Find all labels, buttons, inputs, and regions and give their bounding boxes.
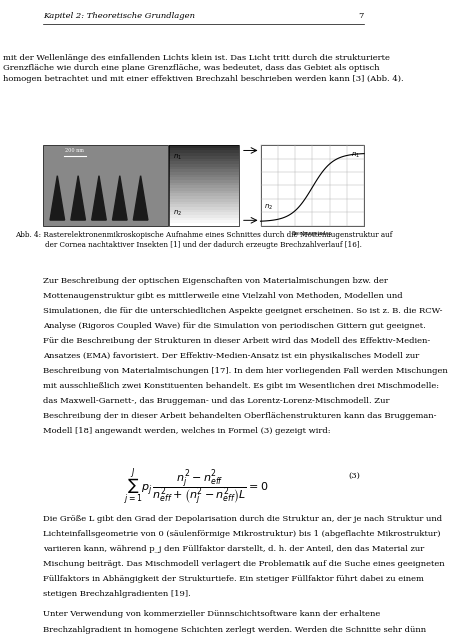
Bar (169, 152, 239, 156)
Bar (169, 169, 239, 172)
Bar (169, 177, 239, 180)
Polygon shape (133, 176, 148, 220)
Bar (169, 147, 239, 150)
Text: mit ausschließlich zwei Konstituenten behandelt. Es gibt im Wesentlichen drei Mi: mit ausschließlich zwei Konstituenten be… (43, 382, 439, 390)
Polygon shape (112, 176, 127, 220)
Text: Füllfaktors in Abhängigkeit der Strukturtiefe. Ein stetiger Füllfaktor führt dab: Füllfaktors in Abhängigkeit der Struktur… (43, 575, 424, 583)
Text: 7: 7 (359, 12, 364, 20)
Text: Simulationen, die für die unterschiedlichen Aspekte geeignet erscheinen. So ist : Simulationen, die für die unterschiedlic… (43, 307, 442, 315)
Bar (169, 204, 239, 207)
Polygon shape (92, 176, 106, 220)
Text: Abb. 4: Rasterelektronenmikroskopische Aufnahme eines Schnittes durch die Motten: Abb. 4: Rasterelektronenmikroskopische A… (14, 231, 392, 249)
Bar (169, 163, 239, 166)
Text: Kapitel 2: Theoretische Grundlagen: Kapitel 2: Theoretische Grundlagen (43, 12, 195, 20)
Bar (169, 193, 239, 196)
Bar (169, 150, 239, 153)
Text: Lichteinfallsgeometrie von 0 (säulenförmige Mikrostruktur) bis 1 (abgeflachte Mi: Lichteinfallsgeometrie von 0 (säulenförm… (43, 530, 440, 538)
Text: $n_2$: $n_2$ (264, 203, 273, 212)
Text: Unter Verwendung von kommerzieller Dünnschichtsoftware kann der erhaltene: Unter Verwendung von kommerzieller Dünns… (43, 611, 380, 618)
Bar (169, 196, 239, 199)
Bar (169, 212, 239, 215)
Bar (169, 179, 239, 182)
FancyBboxPatch shape (43, 145, 168, 226)
Text: Ansatzes (EMA) favorisiert. Der Effektiv-Medien-Ansatz ist ein physikalisches Mo: Ansatzes (EMA) favorisiert. Der Effektiv… (43, 352, 419, 360)
Text: Modell [18] angewandt werden, welches in Formel (3) gezeigt wird:: Modell [18] angewandt werden, welches in… (43, 428, 330, 435)
Bar (169, 214, 239, 218)
Bar (169, 220, 239, 223)
Bar (169, 156, 239, 159)
Text: stetigen Brechzahlgradienten [19].: stetigen Brechzahlgradienten [19]. (43, 590, 191, 598)
Bar (169, 223, 239, 226)
Bar (169, 185, 239, 188)
Bar (169, 209, 239, 212)
Text: das Maxwell-Garnett-, das Bruggeman- und das Lorentz-Lorenz-Mischmodell. Zur: das Maxwell-Garnett-, das Bruggeman- und… (43, 397, 389, 405)
Text: $\sum_{j=1}^{J} p_j \, \dfrac{n_j^2 - n_{eff}^2}{n_{eff}^2 + \left(n_j^2 - n_{ef: $\sum_{j=1}^{J} p_j \, \dfrac{n_j^2 - n_… (124, 467, 269, 508)
Text: $n_1$: $n_1$ (173, 153, 182, 163)
Text: Brechzahlgradient in homogene Schichten zerlegt werden. Werden die Schnitte sehr: Brechzahlgradient in homogene Schichten … (43, 625, 426, 634)
Text: Mottenaugenstruktur gibt es mittlerweile eine Vielzahl von Methoden, Modellen un: Mottenaugenstruktur gibt es mittlerweile… (43, 292, 402, 300)
Bar (169, 206, 239, 209)
Text: Mischung beiträgt. Das Mischmodell verlagert die Problematik auf die Suche eines: Mischung beiträgt. Das Mischmodell verla… (43, 560, 444, 568)
Text: (3): (3) (349, 472, 361, 480)
Polygon shape (71, 176, 86, 220)
Text: mit der Wellenlänge des einfallenden Lichts klein ist. Das Licht tritt durch die: mit der Wellenlänge des einfallenden Lic… (3, 54, 404, 83)
Bar (169, 217, 239, 220)
Text: $n_1$: $n_1$ (352, 150, 361, 159)
Bar (169, 188, 239, 191)
Text: 200 nm: 200 nm (65, 148, 84, 153)
Bar (169, 158, 239, 161)
Bar (169, 145, 239, 148)
Bar (169, 166, 239, 169)
Bar (169, 174, 239, 177)
Bar (169, 198, 239, 202)
Bar (169, 172, 239, 175)
Text: $n_2$: $n_2$ (173, 209, 182, 218)
Text: Die Größe L gibt den Grad der Depolarisation durch die Struktur an, der je nach : Die Größe L gibt den Grad der Depolarisa… (43, 515, 442, 523)
Bar (169, 201, 239, 204)
Polygon shape (50, 176, 65, 220)
Bar (169, 190, 239, 193)
Text: Analyse (Rigoros Coupled Wave) für die Simulation von periodischen Gittern gut g: Analyse (Rigoros Coupled Wave) für die S… (43, 322, 425, 330)
Text: variieren kann, während p_j den Füllfaktor darstellt, d. h. der Anteil, den das : variieren kann, während p_j den Füllfakt… (43, 545, 424, 553)
Bar (169, 161, 239, 164)
Text: Beschreibung der in dieser Arbeit behandelten Oberflächenstrukturen kann das Bru: Beschreibung der in dieser Arbeit behand… (43, 412, 436, 420)
Text: Beschreibung von Materialmischungen [17]. In dem hier vorliegenden Fall werden M: Beschreibung von Materialmischungen [17]… (43, 367, 448, 375)
Text: Brechungsindex: Brechungsindex (292, 231, 333, 236)
Text: Zur Beschreibung der optischen Eigenschaften von Materialmischungen bzw. der: Zur Beschreibung der optischen Eigenscha… (43, 276, 388, 285)
Bar (169, 182, 239, 186)
Text: Für die Beschreibung der Strukturen in dieser Arbeit wird das Modell des Effekti: Für die Beschreibung der Strukturen in d… (43, 337, 430, 345)
